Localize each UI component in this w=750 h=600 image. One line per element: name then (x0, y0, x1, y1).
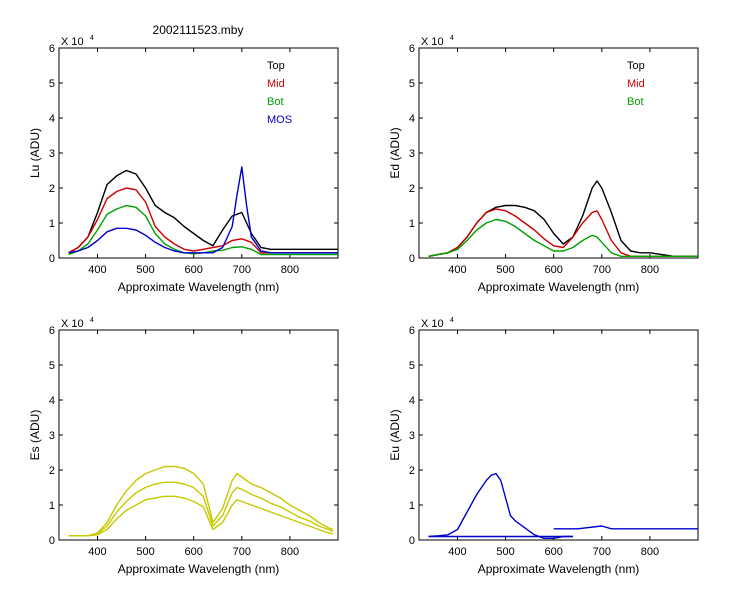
y-tick-label: 5 (49, 360, 55, 372)
legend-item-bot: Bot (267, 96, 284, 108)
x-tick-label: 500 (136, 264, 154, 276)
y-tick-label: 4 (409, 113, 415, 125)
y-tick-label: 3 (49, 430, 55, 442)
x-tick-label: 400 (448, 546, 466, 558)
x-axis-label: Approximate Wavelength (nm) (118, 280, 280, 294)
x-tick-label: 800 (641, 264, 659, 276)
y-tick-label: 1 (49, 500, 55, 512)
series-lu-2 (68, 204, 338, 256)
x-tick-label: 600 (545, 546, 563, 558)
x-tick-label: 500 (136, 546, 154, 558)
series-es-1 (68, 481, 334, 537)
y-multiplier: X 10 (61, 318, 84, 330)
legend-item-top: Top (627, 60, 645, 72)
y-axis-label: Ed (ADU) (388, 127, 402, 178)
series-lu-3 (68, 166, 338, 254)
y-multiplier: X 10 (61, 36, 84, 48)
chart-eu: 0 1 2 3 4 5 6 400 500 600 700 800 X 10 4 Approximate W… (388, 317, 699, 576)
x-tick-label: 700 (593, 264, 611, 276)
legend-item-mid: Mid (267, 78, 285, 90)
legend-item-bot: Bot (627, 96, 644, 108)
y-tick-label: 6 (49, 325, 55, 337)
y-tick-label: 5 (409, 360, 415, 372)
chart-lu: 0 1 2 3 4 5 6 400 500 600 700 800 X 10 4 Approximate W… (28, 35, 339, 294)
x-tick-label: 500 (496, 264, 514, 276)
x-tick-label: 700 (593, 546, 611, 558)
y-tick-label: 4 (49, 395, 55, 407)
x-tick-label: 400 (448, 264, 466, 276)
y-multiplier: X 10 (421, 36, 444, 48)
x-tick-label: 600 (185, 546, 203, 558)
y-tick-label: 2 (49, 183, 55, 195)
y-axis-label: Eu (ADU) (388, 409, 402, 460)
plot-frame (418, 47, 699, 259)
x-tick-label: 800 (281, 546, 299, 558)
chart-ed: 0 1 2 3 4 5 6 400 500 600 700 800 X 10 4 Approximate W… (388, 35, 699, 294)
series-lu-1 (68, 187, 338, 254)
series-eu-0 (428, 472, 573, 539)
y-multiplier-exponent: 4 (90, 35, 94, 42)
y-tick-label: 0 (49, 253, 55, 265)
legend-item-mid: Mid (627, 78, 645, 90)
x-tick-label: 700 (233, 546, 251, 558)
y-tick-label: 4 (409, 395, 415, 407)
y-tick-label: 5 (409, 78, 415, 90)
figure-title: 2002111523.mby (153, 23, 244, 37)
y-tick-label: 0 (409, 535, 415, 547)
y-multiplier: X 10 (421, 318, 444, 330)
y-multiplier-exponent: 4 (90, 317, 94, 324)
x-tick-label: 800 (281, 264, 299, 276)
y-tick-label: 5 (49, 78, 55, 90)
y-multiplier-exponent: 4 (450, 317, 454, 324)
series-es-0 (68, 465, 334, 537)
y-tick-label: 2 (409, 183, 415, 195)
x-tick-label: 600 (545, 264, 563, 276)
y-tick-label: 6 (409, 325, 415, 337)
y-tick-label: 1 (49, 218, 55, 230)
y-axis-label: Lu (ADU) (28, 128, 42, 178)
series-es-2 (68, 495, 334, 537)
x-tick-label: 600 (185, 264, 203, 276)
y-tick-label: 0 (49, 535, 55, 547)
series-lu-0 (68, 169, 338, 254)
legend-item-top: Top (267, 60, 285, 72)
x-tick-label: 400 (88, 264, 106, 276)
x-axis-label: Approximate Wavelength (nm) (118, 562, 280, 576)
y-tick-label: 4 (49, 113, 55, 125)
series-ed-2 (428, 218, 698, 257)
legend-item-mos: MOS (267, 114, 292, 126)
y-axis-label: Es (ADU) (28, 410, 42, 461)
y-tick-label: 2 (409, 465, 415, 477)
y-multiplier-exponent: 4 (450, 35, 454, 42)
y-tick-label: 1 (409, 500, 415, 512)
plot-frame (418, 329, 699, 541)
series-ed-0 (428, 180, 698, 257)
x-tick-label: 400 (88, 546, 106, 558)
x-tick-label: 500 (496, 546, 514, 558)
y-tick-label: 6 (409, 43, 415, 55)
y-tick-label: 1 (409, 218, 415, 230)
y-tick-label: 0 (409, 253, 415, 265)
y-tick-label: 3 (409, 430, 415, 442)
x-tick-label: 700 (233, 264, 251, 276)
y-tick-label: 2 (49, 465, 55, 477)
series-ed-1 (428, 208, 698, 257)
y-tick-label: 3 (49, 148, 55, 160)
y-tick-label: 6 (49, 43, 55, 55)
series-eu-2 (553, 525, 698, 530)
x-axis-label: Approximate Wavelength (nm) (478, 562, 640, 576)
plot-frame (58, 47, 339, 259)
x-tick-label: 800 (641, 546, 659, 558)
chart-es: 0 1 2 3 4 5 6 400 500 600 700 800 X 10 4 Approximate W… (28, 317, 339, 576)
x-axis-label: Approximate Wavelength (nm) (478, 280, 640, 294)
y-tick-label: 3 (409, 148, 415, 160)
